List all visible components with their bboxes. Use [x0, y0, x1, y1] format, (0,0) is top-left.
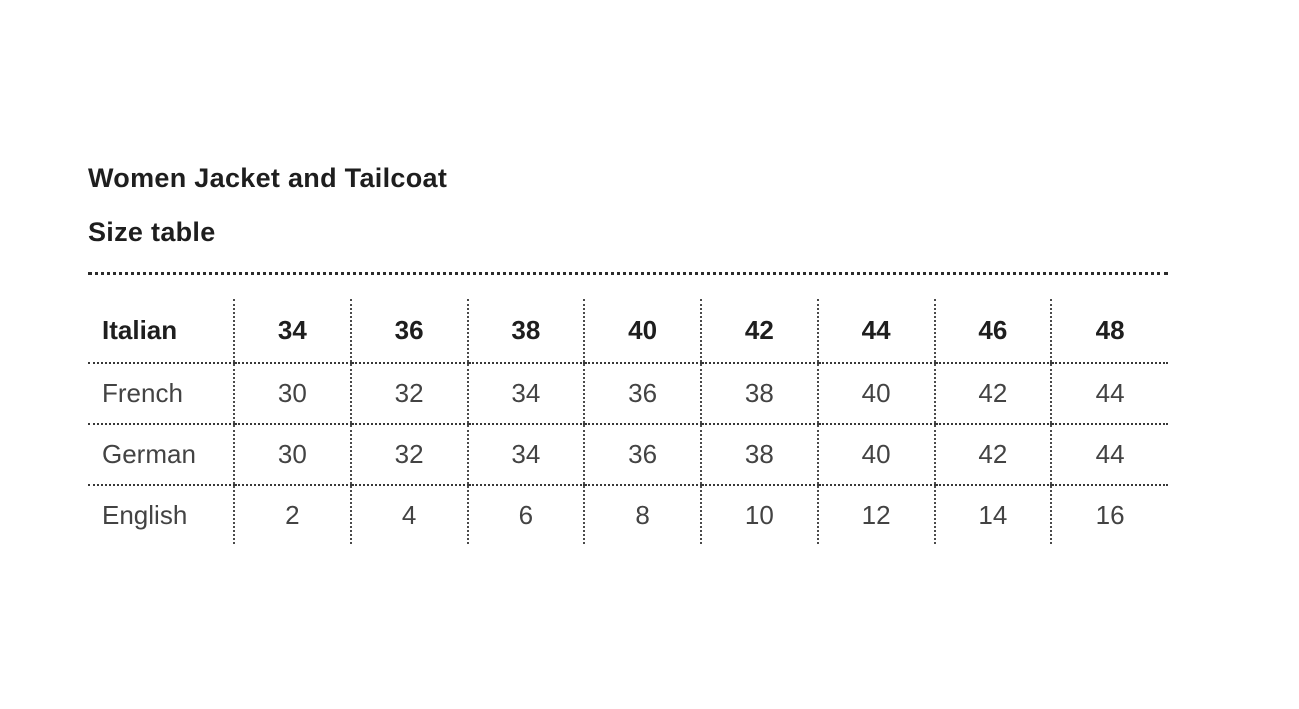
size-table-section: Women Jacket and Tailcoat Size table Ita…	[88, 163, 1168, 545]
size-cell: 30	[233, 363, 351, 426]
row-label-italian: Italian	[88, 299, 234, 365]
table-row-english: English 2 4 6 8 10 12 14 16	[88, 485, 1168, 545]
size-cell: 34	[466, 363, 585, 426]
size-cell: 32	[349, 424, 468, 487]
size-cell: 42	[933, 363, 1052, 426]
size-cell: 40	[816, 424, 935, 487]
size-cell: 10	[700, 485, 818, 545]
row-label-english: English	[102, 499, 188, 530]
size-cell: 12	[816, 485, 935, 545]
size-cell: 38	[700, 363, 818, 426]
size-cell: 4	[349, 485, 468, 545]
size-cell: 36	[349, 299, 468, 365]
table-row-german: German 30 32 34 36 38 40 42 44	[88, 424, 1168, 487]
size-cell: 6	[466, 485, 585, 545]
page-title: Women Jacket and Tailcoat	[88, 163, 448, 193]
table-row-french: French 30 32 34 36 38 40 42 44	[88, 363, 1168, 426]
size-cell: 46	[933, 299, 1052, 365]
size-cell: 44	[816, 299, 935, 365]
table-row-italian: Italian 34 36 38 40 42 44 46 48	[88, 299, 1168, 365]
size-conversion-table: Italian 34 36 38 40 42 44 46 48 French 3…	[88, 299, 1168, 545]
size-cell: 40	[816, 363, 935, 426]
size-cell: 34	[466, 424, 585, 487]
size-cell: 38	[466, 299, 585, 365]
size-cell: 14	[933, 485, 1052, 545]
size-cell: 38	[700, 424, 818, 487]
size-cell: 36	[583, 363, 701, 426]
dotted-divider	[88, 272, 1168, 276]
size-cell: 16	[1050, 485, 1168, 545]
size-cell: 30	[233, 424, 351, 487]
size-cell: 42	[700, 299, 818, 365]
size-cell: 34	[233, 299, 351, 365]
size-cell: 44	[1050, 424, 1168, 487]
size-cell: 40	[583, 299, 701, 365]
size-cell: 2	[233, 485, 351, 545]
size-cell: 44	[1050, 363, 1168, 426]
size-cell: 48	[1050, 299, 1168, 365]
size-cell: 36	[583, 424, 701, 487]
size-cell: 32	[349, 363, 468, 426]
row-label-german: German	[88, 424, 234, 487]
row-label-french: French	[88, 363, 234, 426]
size-cell: 42	[933, 424, 1052, 487]
page-subtitle: Size table	[88, 217, 216, 248]
size-cell: 8	[583, 485, 701, 545]
